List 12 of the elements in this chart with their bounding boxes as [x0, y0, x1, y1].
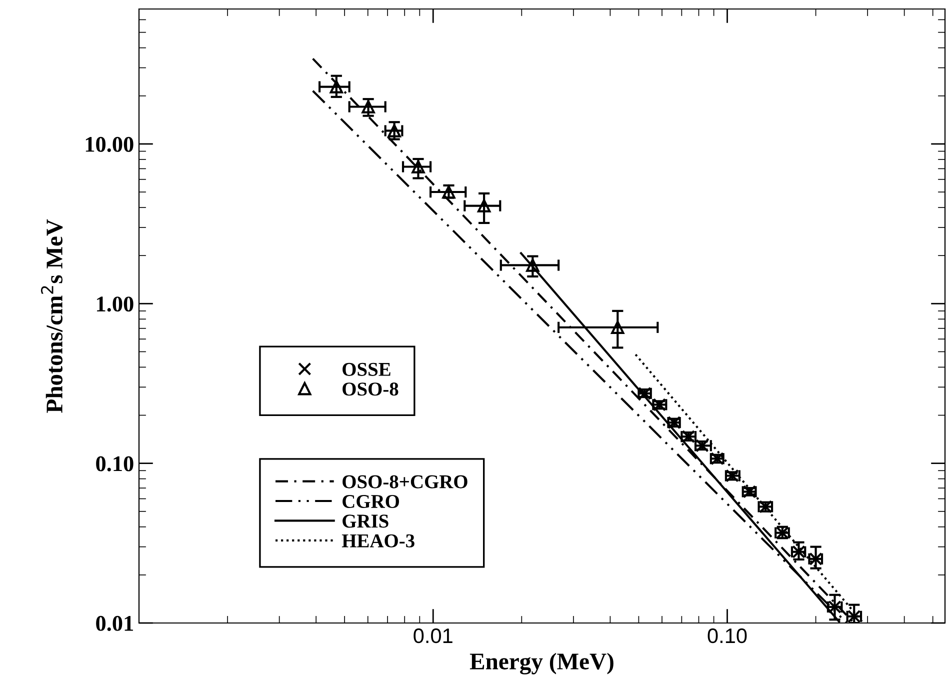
- legend-label: OSSE: [342, 362, 390, 376]
- y-tick-label: 0.10: [96, 456, 134, 472]
- x-axis-title: Energy (MeV): [470, 652, 614, 674]
- y-axis-title: Photons/cm$^{2}$s MeV: [40, 219, 63, 413]
- legend-label: OSO-8+CGRO: [342, 475, 468, 488]
- legend-label: CGRO: [342, 494, 399, 508]
- legend-label: GRIS: [342, 514, 388, 528]
- y-tick-label: 0.01: [96, 616, 133, 632]
- legend-label: HEAO-3: [342, 534, 414, 548]
- legend-label: OSO-8: [342, 382, 398, 396]
- y-tick-label: 10.00: [86, 136, 134, 152]
- y-tick-label: 1.00: [97, 296, 134, 312]
